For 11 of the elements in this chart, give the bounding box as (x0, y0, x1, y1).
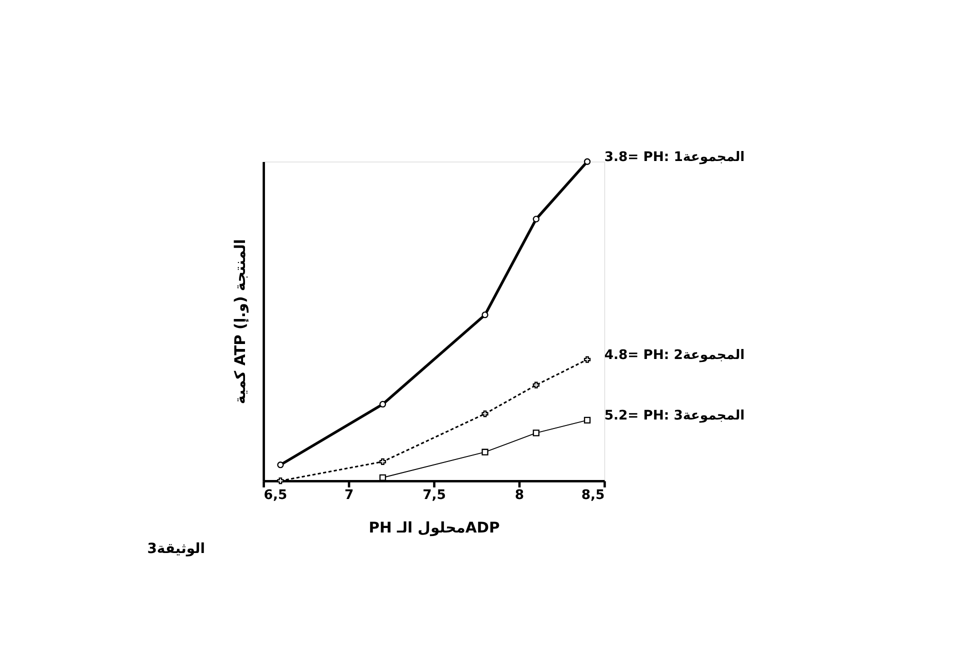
x-tick-label: 8 (514, 488, 524, 504)
series-label: 3.8= PH: المجموعة1 (604, 150, 745, 165)
x-tick-label: 8,5 (581, 488, 605, 504)
x-tick-label: 7,5 (422, 488, 446, 504)
x-axis-title: PH محلول الـADP (368, 519, 500, 536)
x-tick-label: 7 (344, 488, 354, 504)
y-axis-title: كمية ATP المنتجة (و.إ) (232, 239, 250, 404)
x-tick-label: 6,5 (264, 488, 288, 504)
series-label: 5.2= PH: المجموعة3 (604, 408, 745, 424)
series-label: 4.8= PH: المجموعة2 (604, 348, 745, 363)
text: الوثيقة3 (147, 540, 206, 557)
